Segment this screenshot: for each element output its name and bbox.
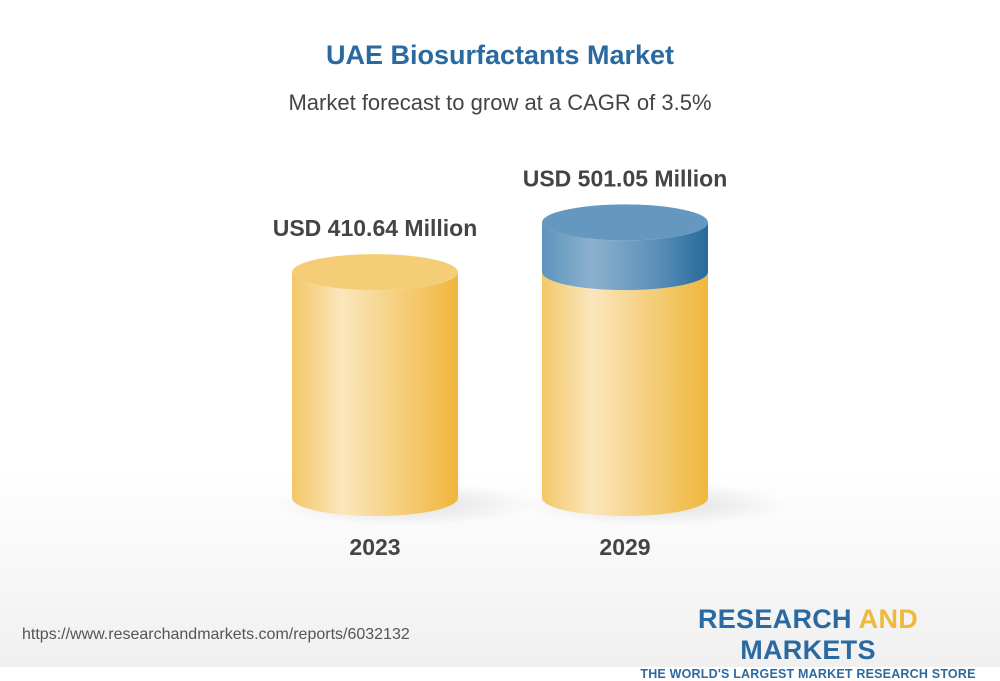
bar-growth-2029	[542, 222, 708, 291]
logo-text: MARKETS	[740, 635, 876, 665]
logo-tagline: THE WORLD'S LARGEST MARKET RESEARCH STOR…	[640, 667, 976, 681]
chart-title: UAE Biosurfactants Market	[325, 40, 675, 70]
chart-subtitle: Market forecast to grow at a CAGR of 3.5…	[288, 90, 712, 115]
category-label: 2023	[349, 534, 400, 560]
source-url[interactable]: https://www.researchandmarkets.com/repor…	[22, 626, 410, 643]
bar-base-2023	[292, 272, 458, 516]
data-label: USD 501.05 Million	[523, 165, 728, 191]
logo-text-and: AND	[858, 604, 919, 634]
cylinder-chart: USD 410.64 Million 2023 USD 501.05 Million…	[272, 165, 788, 560]
bar-top-2029	[542, 204, 708, 241]
bar-base-2029	[542, 272, 708, 516]
category-label: 2029	[599, 534, 650, 560]
data-label: USD 410.64 Million	[273, 215, 478, 241]
logo-text: RESEARCH	[697, 604, 859, 634]
research-and-markets-logo: RESEARCH AND MARKETS THE WORLD'S LARGEST…	[640, 604, 976, 681]
bar-top-2023	[292, 254, 458, 291]
